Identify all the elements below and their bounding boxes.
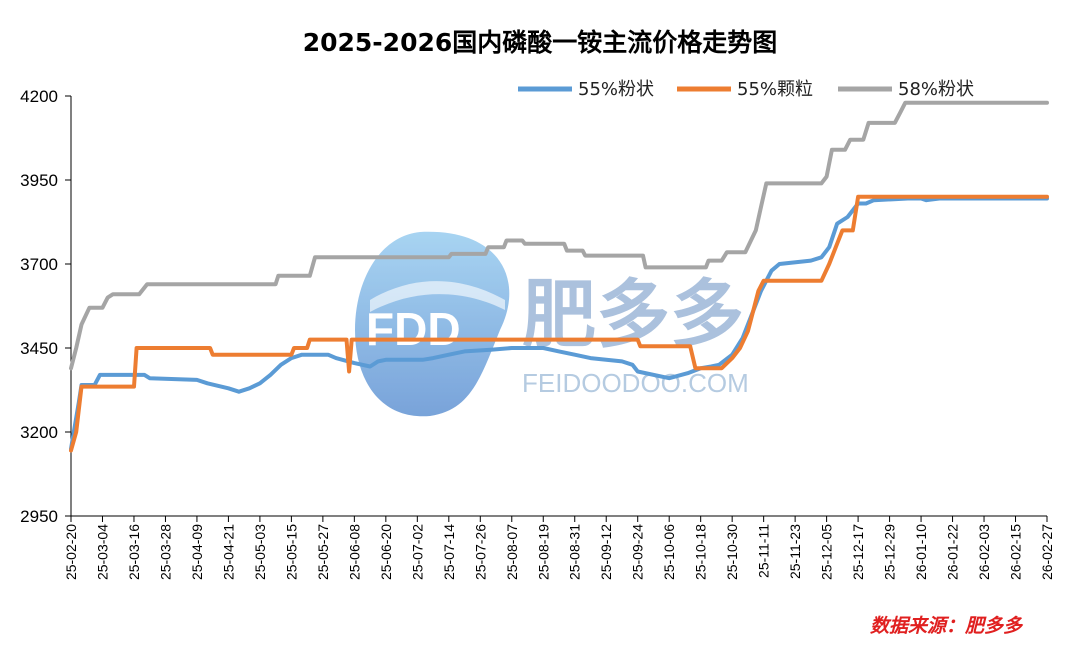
- y-tick-label: 2950: [20, 507, 58, 526]
- x-tick-label: 26-02-27: [1039, 524, 1055, 580]
- series-line: [69, 100, 1049, 371]
- series-line: [69, 196, 1049, 451]
- x-tick-label: 25-12-17: [850, 524, 866, 580]
- x-tick-label: 25-12-29: [882, 524, 898, 580]
- x-tick-label: 25-07-02: [409, 524, 425, 580]
- x-tick-label: 25-12-05: [819, 524, 835, 580]
- series-line: [69, 194, 1049, 453]
- chart-title: 2025-2026国内磷酸一铵主流价格走势图: [303, 28, 778, 57]
- y-tick-label: 3950: [20, 171, 58, 190]
- watermark-logo-text: FDD: [366, 303, 461, 355]
- x-tick-label: 25-10-30: [724, 524, 740, 580]
- x-tick-label: 25-07-14: [441, 524, 457, 580]
- watermark: FDD 肥多多 FEIDOODOO.COM: [355, 231, 749, 417]
- x-tick-label: 25-03-16: [126, 524, 142, 580]
- x-axis-ticks: 25-02-20 25-03-04 25-03-16 25-03-28 25-04-09…: [63, 516, 1055, 580]
- x-tick-label: 25-05-15: [283, 524, 299, 580]
- x-tick-label: 25-04-21: [220, 524, 236, 580]
- x-tick-label: 25-04-09: [189, 524, 205, 580]
- y-tick-label: 4200: [20, 87, 58, 106]
- x-tick-label: 26-02-15: [1008, 524, 1024, 580]
- x-tick-label: 25-08-19: [535, 524, 551, 580]
- x-tick-label: 25-02-20: [63, 524, 79, 580]
- x-tick-label: 25-11-11: [756, 524, 772, 578]
- watermark-logo-icon: [355, 231, 510, 417]
- legend-label: 55%颗粒: [737, 79, 813, 100]
- legend-label: 55%粉状: [578, 79, 654, 100]
- x-tick-label: 26-02-03: [976, 524, 992, 580]
- x-tick-label: 25-07-26: [472, 524, 488, 580]
- watermark-url: FEIDOODOO.COM: [522, 368, 749, 398]
- x-tick-label: 26-01-22: [945, 524, 961, 580]
- x-tick-label: 25-08-07: [504, 524, 520, 580]
- source-label: 数据来源：肥多多: [870, 615, 1024, 637]
- x-tick-label: 26-01-10: [913, 524, 929, 580]
- x-tick-label: 25-10-06: [661, 524, 677, 580]
- x-tick-label: 25-09-24: [630, 524, 646, 580]
- x-tick-label: 25-08-31: [567, 524, 583, 580]
- x-tick-label: 25-03-04: [94, 524, 110, 580]
- x-tick-label: 25-05-27: [315, 524, 331, 580]
- x-tick-label: 25-11-23: [787, 524, 803, 579]
- legend-label: 58%粉状: [898, 79, 974, 100]
- x-tick-label: 25-05-03: [252, 524, 268, 580]
- y-tick-label: 3450: [20, 339, 58, 358]
- x-tick-label: 25-03-28: [157, 524, 173, 580]
- y-tick-label: 3200: [20, 423, 58, 442]
- watermark-brand: 肥多多: [522, 272, 744, 358]
- x-tick-label: 25-06-08: [346, 524, 362, 580]
- x-tick-label: 25-09-12: [598, 524, 614, 580]
- series-lines: [69, 100, 1049, 453]
- x-tick-label: 25-10-18: [693, 524, 709, 580]
- y-axis-ticks: 2950 3200 3450 3700 3950 4200: [20, 87, 71, 526]
- y-tick-label: 3700: [20, 255, 58, 274]
- x-tick-label: 25-06-20: [378, 524, 394, 580]
- legend: 55%粉状 55%颗粒 58%粉状: [518, 79, 974, 100]
